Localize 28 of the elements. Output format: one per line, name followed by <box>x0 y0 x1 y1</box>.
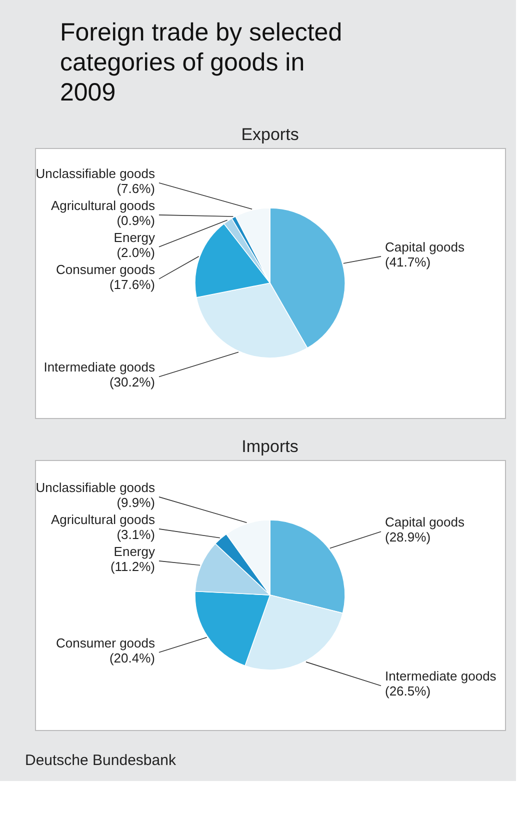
data-label: (9.9%) <box>116 494 155 510</box>
data-label: (41.7%) <box>385 254 431 270</box>
chart-title: Imports <box>242 437 298 456</box>
slice-label: Unclassifiable goods <box>36 480 156 495</box>
data-label: (26.5%) <box>385 684 431 699</box>
text: Deutsche Bundesbank <box>25 752 176 769</box>
slice-label: Intermediate goods <box>385 668 497 684</box>
data-label: (17.6%) <box>109 276 155 292</box>
slice-label: Consumer goods <box>56 262 156 277</box>
chart-subtitle: Exports <box>241 125 299 144</box>
data-label: (20.4%) <box>109 650 155 666</box>
slice-label: Energy <box>114 230 156 245</box>
data-label: (2.0%) <box>116 244 155 260</box>
slice-label: Energy <box>114 544 156 559</box>
slice-label: Unclassifiable goods <box>36 166 156 181</box>
slice-label: Agricultural goods <box>50 512 156 527</box>
slice-label: Intermediate goods <box>44 360 156 375</box>
data-label: (0.9%) <box>116 212 155 228</box>
data-label: (28.9%) <box>385 530 431 545</box>
data-label: (30.2%) <box>109 374 155 390</box>
slice-label: Capital goods <box>385 514 465 530</box>
data-label: (7.6%) <box>116 180 155 196</box>
data-label: (11.2%) <box>110 558 155 574</box>
slice-label: Agricultural goods <box>50 198 156 213</box>
data-label: (3.1%) <box>116 526 155 542</box>
chart-title: Foreign trade by selected categories of goods in 2009 <box>60 18 342 106</box>
slice-label: Capital goods <box>385 239 465 254</box>
slice-label: Consumer goods <box>56 635 156 650</box>
